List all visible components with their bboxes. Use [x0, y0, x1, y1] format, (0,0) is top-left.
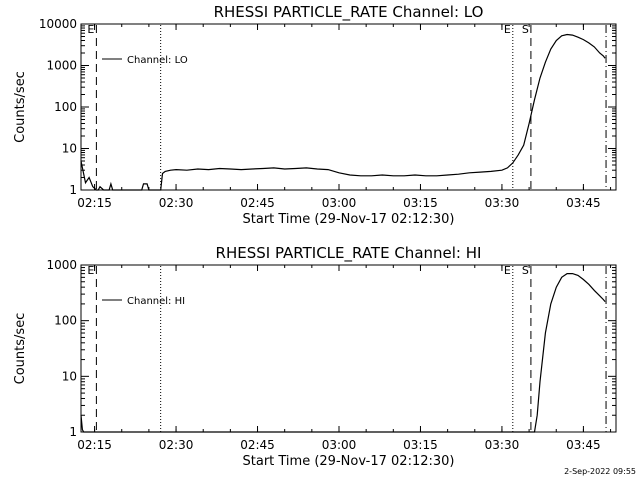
x-tick-label: 03:15: [403, 438, 438, 452]
chart-title: RHESSI PARTICLE_RATE Channel: HI: [216, 244, 482, 263]
x-tick-label: 02:30: [159, 196, 194, 210]
chart-title: RHESSI PARTICLE_RATE Channel: LO: [214, 3, 484, 22]
series-line: [80, 33, 606, 191]
x-tick-label: 03:00: [322, 196, 357, 210]
y-tick-label: 10: [62, 142, 77, 156]
x-tick-label: 02:45: [240, 438, 275, 452]
event-marker-label: S: [522, 23, 529, 36]
x-tick-label: 03:00: [322, 438, 357, 452]
x-tick-label: 03:30: [485, 196, 520, 210]
event-marker-label: E: [504, 264, 511, 277]
legend-label: Channel: LO: [127, 55, 188, 66]
y-tick-label: 1000: [46, 258, 77, 272]
y-axis-label: Counts/sec: [13, 313, 28, 385]
plot-frame: [80, 264, 617, 433]
event-marker-label: E: [87, 23, 94, 36]
x-tick-label: 02:15: [77, 438, 112, 452]
y-tick-label: 10: [62, 369, 77, 383]
y-tick-label: 1000: [46, 59, 77, 73]
x-axis-label: Start Time (29-Nov-17 02:12:30): [243, 212, 455, 227]
series-line: [80, 273, 606, 433]
event-marker-label: E: [504, 23, 511, 36]
y-tick-label: 100: [54, 314, 77, 328]
y-axis-label: Counts/sec: [13, 71, 28, 143]
x-tick-label: 03:45: [566, 438, 601, 452]
x-tick-label: 03:30: [485, 438, 520, 452]
x-tick-label: 03:15: [403, 196, 438, 210]
x-tick-label: 02:45: [240, 196, 275, 210]
x-tick-label: 02:30: [159, 438, 194, 452]
y-tick-label: 1: [69, 183, 77, 197]
y-tick-label: 1: [69, 425, 77, 439]
plot-frame: [80, 23, 617, 191]
x-tick-label: 03:45: [566, 196, 601, 210]
event-marker-label: E: [87, 264, 94, 277]
timestamp: 2-Sep-2022 09:55: [564, 467, 636, 476]
x-tick-label: 02:15: [77, 196, 112, 210]
legend-label: Channel: HI: [127, 296, 185, 307]
event-marker-label: S: [522, 264, 529, 277]
y-tick-label: 10000: [39, 17, 77, 31]
y-tick-label: 100: [54, 100, 77, 114]
x-axis-label: Start Time (29-Nov-17 02:12:30): [243, 454, 455, 469]
